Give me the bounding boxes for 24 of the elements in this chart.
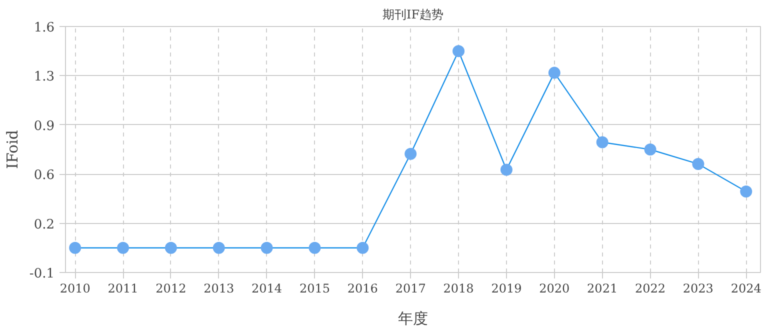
x-tick-label: 2015: [299, 282, 330, 296]
x-tick-label: 2010: [60, 282, 90, 296]
chart-title: 期刊IF趋势: [382, 8, 444, 22]
y-axis-title: IFoid: [3, 130, 22, 169]
x-tick-label: 2012: [156, 282, 186, 296]
x-tick-label: 2020: [539, 282, 570, 296]
x-tick-label: 2011: [108, 282, 138, 296]
y-tick-label: 0.9: [34, 118, 55, 134]
y-tick-label: 1.6: [34, 20, 55, 36]
x-tick-label: 2016: [347, 282, 378, 296]
x-tick-label: 2023: [682, 282, 714, 296]
y-tick-label: 1.3: [34, 70, 55, 85]
x-tick-label: 2022: [634, 282, 666, 296]
x-tick-label: 2019: [491, 282, 522, 296]
y-tick-label: 0.2: [34, 217, 55, 232]
x-tick-label: 2014: [252, 282, 282, 296]
y-tick-label: 0.6: [34, 168, 55, 184]
x-tick-label: 2018: [443, 282, 474, 296]
x-tick-label: 2013: [204, 282, 234, 296]
x-tick-label: 2024: [730, 282, 762, 296]
y-tick-label: -0.1: [29, 266, 55, 282]
x-tick-label: 2017: [395, 282, 426, 296]
x-tick-label: 2021: [587, 282, 618, 296]
x-axis-title: 年度: [398, 310, 428, 328]
